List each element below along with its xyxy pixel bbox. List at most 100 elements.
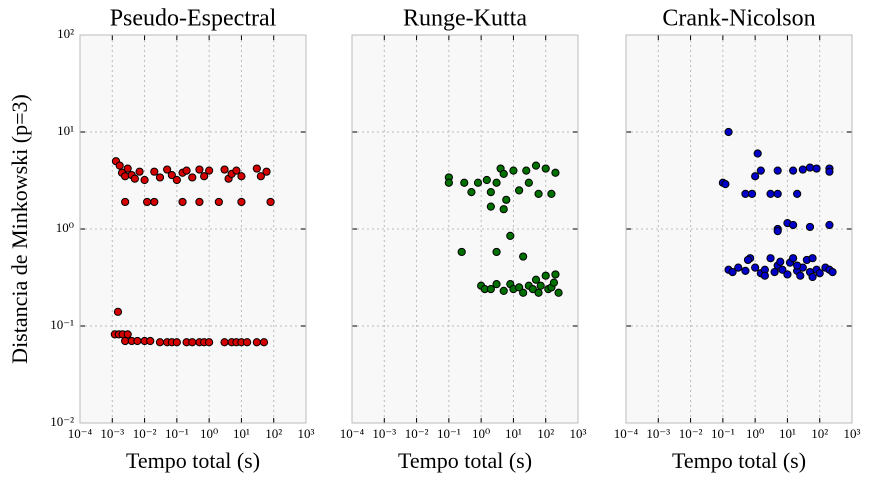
data-point bbox=[252, 164, 261, 173]
x-tick-label: 10⁻⁴ bbox=[340, 426, 365, 441]
data-point bbox=[499, 205, 508, 214]
x-tick-label: 10¹ bbox=[505, 426, 522, 441]
data-point bbox=[155, 173, 165, 182]
data-point bbox=[549, 278, 559, 287]
x-tick-label: 10⁻¹ bbox=[165, 426, 189, 441]
data-point bbox=[541, 164, 550, 173]
data-point bbox=[243, 338, 252, 347]
data-point bbox=[531, 275, 541, 284]
data-point bbox=[519, 288, 528, 297]
data-point bbox=[724, 127, 733, 137]
data-point bbox=[531, 161, 541, 170]
data-point bbox=[200, 172, 209, 181]
data-point bbox=[499, 169, 508, 178]
data-point bbox=[163, 165, 172, 174]
data-point bbox=[467, 188, 476, 197]
data-point bbox=[130, 174, 139, 183]
data-point bbox=[776, 257, 785, 266]
data-point bbox=[486, 202, 495, 211]
data-point bbox=[551, 270, 560, 279]
x-tick-label: 10⁻¹ bbox=[711, 426, 735, 441]
x-tick-label: 10³ bbox=[844, 426, 861, 441]
data-point bbox=[150, 197, 159, 207]
plot-area bbox=[352, 35, 578, 423]
data-point bbox=[789, 220, 798, 230]
x-tick-label: 10² bbox=[537, 426, 554, 441]
subplot-title: Crank-Nicolson bbox=[662, 6, 815, 32]
data-point bbox=[515, 283, 524, 292]
data-point bbox=[146, 336, 155, 346]
x-tick-label: 10² bbox=[811, 426, 828, 441]
data-point bbox=[256, 172, 265, 181]
data-point bbox=[524, 178, 533, 187]
x-tick-label: 10⁻³ bbox=[372, 426, 396, 441]
data-point bbox=[237, 172, 246, 181]
data-point bbox=[143, 197, 152, 207]
data-point bbox=[188, 338, 197, 347]
data-point bbox=[232, 166, 241, 175]
data-point bbox=[515, 186, 524, 195]
x-axis-label: Tempo total (s) bbox=[672, 448, 806, 473]
data-point bbox=[766, 189, 775, 199]
data-point bbox=[778, 265, 787, 274]
data-point bbox=[121, 197, 130, 207]
data-point bbox=[815, 269, 824, 278]
data-point bbox=[259, 338, 269, 347]
y-tick-label: 10⁻² bbox=[50, 414, 74, 429]
data-point bbox=[150, 167, 159, 176]
data-point bbox=[783, 270, 792, 279]
data-point bbox=[205, 166, 214, 175]
data-point bbox=[220, 165, 229, 174]
data-point bbox=[808, 254, 817, 263]
data-point bbox=[798, 165, 807, 174]
data-point bbox=[252, 338, 261, 347]
plot-frame bbox=[625, 34, 853, 424]
data-point bbox=[756, 166, 765, 175]
data-point bbox=[747, 189, 757, 199]
data-point bbox=[743, 255, 753, 265]
data-point bbox=[123, 164, 132, 173]
data-point bbox=[770, 267, 779, 277]
data-point bbox=[793, 261, 802, 270]
data-point bbox=[796, 271, 805, 280]
data-point bbox=[172, 175, 181, 185]
data-point bbox=[793, 189, 802, 199]
data-point bbox=[262, 167, 271, 176]
data-point bbox=[205, 338, 214, 347]
x-tick-label: 10⁻³ bbox=[100, 426, 124, 441]
data-point bbox=[486, 285, 495, 294]
data-point bbox=[135, 167, 144, 176]
data-point bbox=[172, 338, 181, 347]
data-point bbox=[721, 180, 730, 189]
data-point bbox=[753, 149, 762, 158]
data-point bbox=[825, 167, 834, 176]
x-axis-label: Tempo total (s) bbox=[398, 448, 532, 473]
x-tick-label: 10³ bbox=[298, 426, 315, 441]
x-tick-label: 10³ bbox=[570, 426, 587, 441]
data-point bbox=[773, 227, 782, 236]
data-point bbox=[541, 271, 550, 280]
y-tick-label: 10⁻¹ bbox=[50, 317, 74, 332]
data-point bbox=[195, 165, 204, 174]
x-tick-label: 10¹ bbox=[233, 426, 250, 441]
data-point bbox=[220, 338, 229, 347]
subplot-title: Runge-Kutta bbox=[403, 6, 527, 32]
data-point bbox=[773, 189, 782, 199]
data-point bbox=[528, 285, 537, 294]
data-point bbox=[551, 168, 560, 177]
data-point bbox=[178, 197, 187, 207]
x-tick-label: 10¹ bbox=[779, 426, 796, 441]
data-point bbox=[502, 195, 511, 204]
y-tick-label: 10⁰ bbox=[56, 220, 74, 235]
data-point bbox=[506, 231, 515, 240]
data-point bbox=[522, 166, 531, 175]
x-tick-label: 10⁻² bbox=[679, 426, 703, 441]
subplot-title: Pseudo-Espectral bbox=[110, 6, 277, 32]
data-point bbox=[492, 280, 501, 289]
x-tick-label: 10⁰ bbox=[200, 426, 218, 441]
data-point bbox=[808, 272, 817, 282]
data-point bbox=[457, 247, 466, 257]
data-point bbox=[741, 266, 750, 275]
data-point bbox=[140, 175, 149, 185]
x-tick-label: 10⁰ bbox=[746, 426, 764, 441]
